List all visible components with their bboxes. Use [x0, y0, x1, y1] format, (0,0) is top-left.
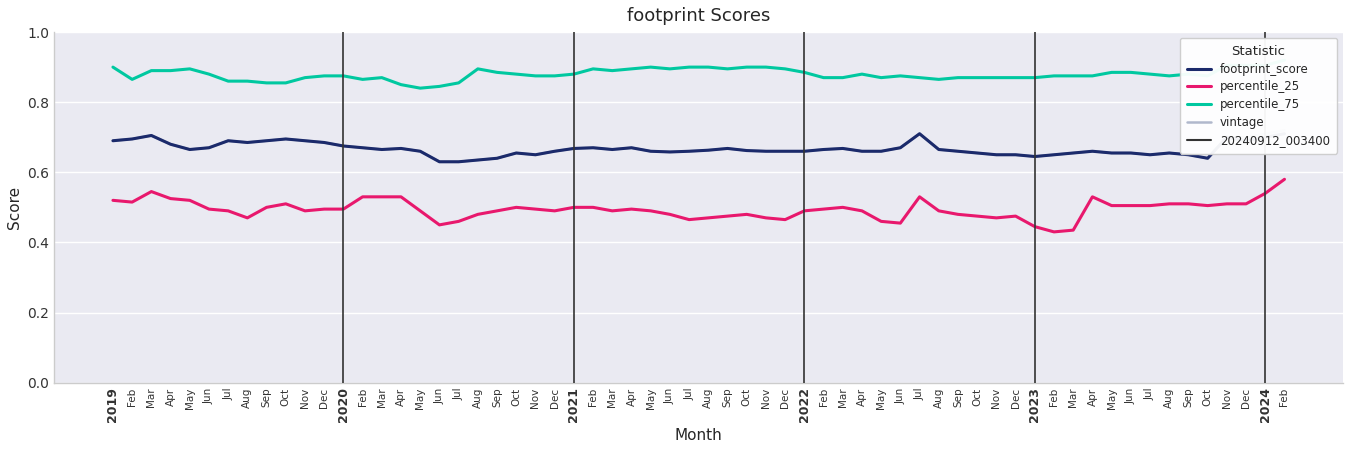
- percentile_75: [412, 86, 428, 91]
- footprint_score: [1161, 150, 1177, 156]
- percentile_75: [834, 75, 850, 81]
- percentile_25: [680, 217, 697, 222]
- percentile_25: [1276, 176, 1292, 182]
- Line: vintage: vintage: [113, 130, 1284, 162]
- percentile_25: [335, 207, 351, 212]
- percentile_75: [432, 84, 448, 89]
- footprint_score: [105, 138, 122, 144]
- footprint_score: [201, 145, 217, 150]
- vintage: [432, 159, 448, 164]
- percentile_75: [335, 73, 351, 79]
- Line: footprint_score: footprint_score: [113, 134, 1284, 162]
- X-axis label: Month: Month: [675, 428, 722, 443]
- footprint_score: [701, 148, 717, 153]
- percentile_75: [701, 64, 717, 70]
- footprint_score: [911, 131, 927, 136]
- vintage: [335, 143, 351, 148]
- vintage: [1276, 127, 1292, 133]
- percentile_25: [1142, 203, 1158, 208]
- Line: percentile_25: percentile_25: [113, 179, 1284, 232]
- percentile_75: [1142, 72, 1158, 77]
- footprint_score: [335, 143, 351, 148]
- footprint_score: [1276, 131, 1292, 136]
- Legend: footprint_score, percentile_25, percentile_75, vintage, 20240912_003400: footprint_score, percentile_25, percenti…: [1180, 38, 1336, 154]
- footprint_score: [412, 148, 428, 154]
- percentile_75: [201, 72, 217, 77]
- Y-axis label: Score: Score: [7, 186, 22, 229]
- Title: footprint Scores: footprint Scores: [626, 7, 771, 25]
- percentile_25: [105, 198, 122, 203]
- vintage: [1142, 152, 1158, 158]
- percentile_75: [105, 64, 122, 70]
- vintage: [701, 148, 717, 153]
- percentile_25: [1046, 229, 1062, 234]
- vintage: [412, 148, 428, 154]
- footprint_score: [834, 146, 850, 151]
- percentile_75: [1276, 58, 1292, 63]
- percentile_25: [201, 207, 217, 212]
- vintage: [834, 146, 850, 151]
- footprint_score: [432, 159, 448, 164]
- percentile_25: [412, 208, 428, 214]
- percentile_25: [815, 207, 832, 212]
- vintage: [105, 138, 122, 144]
- vintage: [201, 145, 217, 150]
- Line: percentile_75: percentile_75: [113, 60, 1284, 88]
